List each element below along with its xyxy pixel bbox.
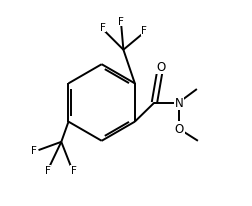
Text: F: F [141,26,146,36]
Text: O: O [174,122,183,135]
Text: F: F [118,17,124,27]
Text: F: F [71,165,76,175]
Text: O: O [155,61,165,74]
Text: F: F [31,145,37,155]
Text: F: F [45,165,51,175]
Text: N: N [174,97,183,109]
Text: F: F [99,23,105,33]
